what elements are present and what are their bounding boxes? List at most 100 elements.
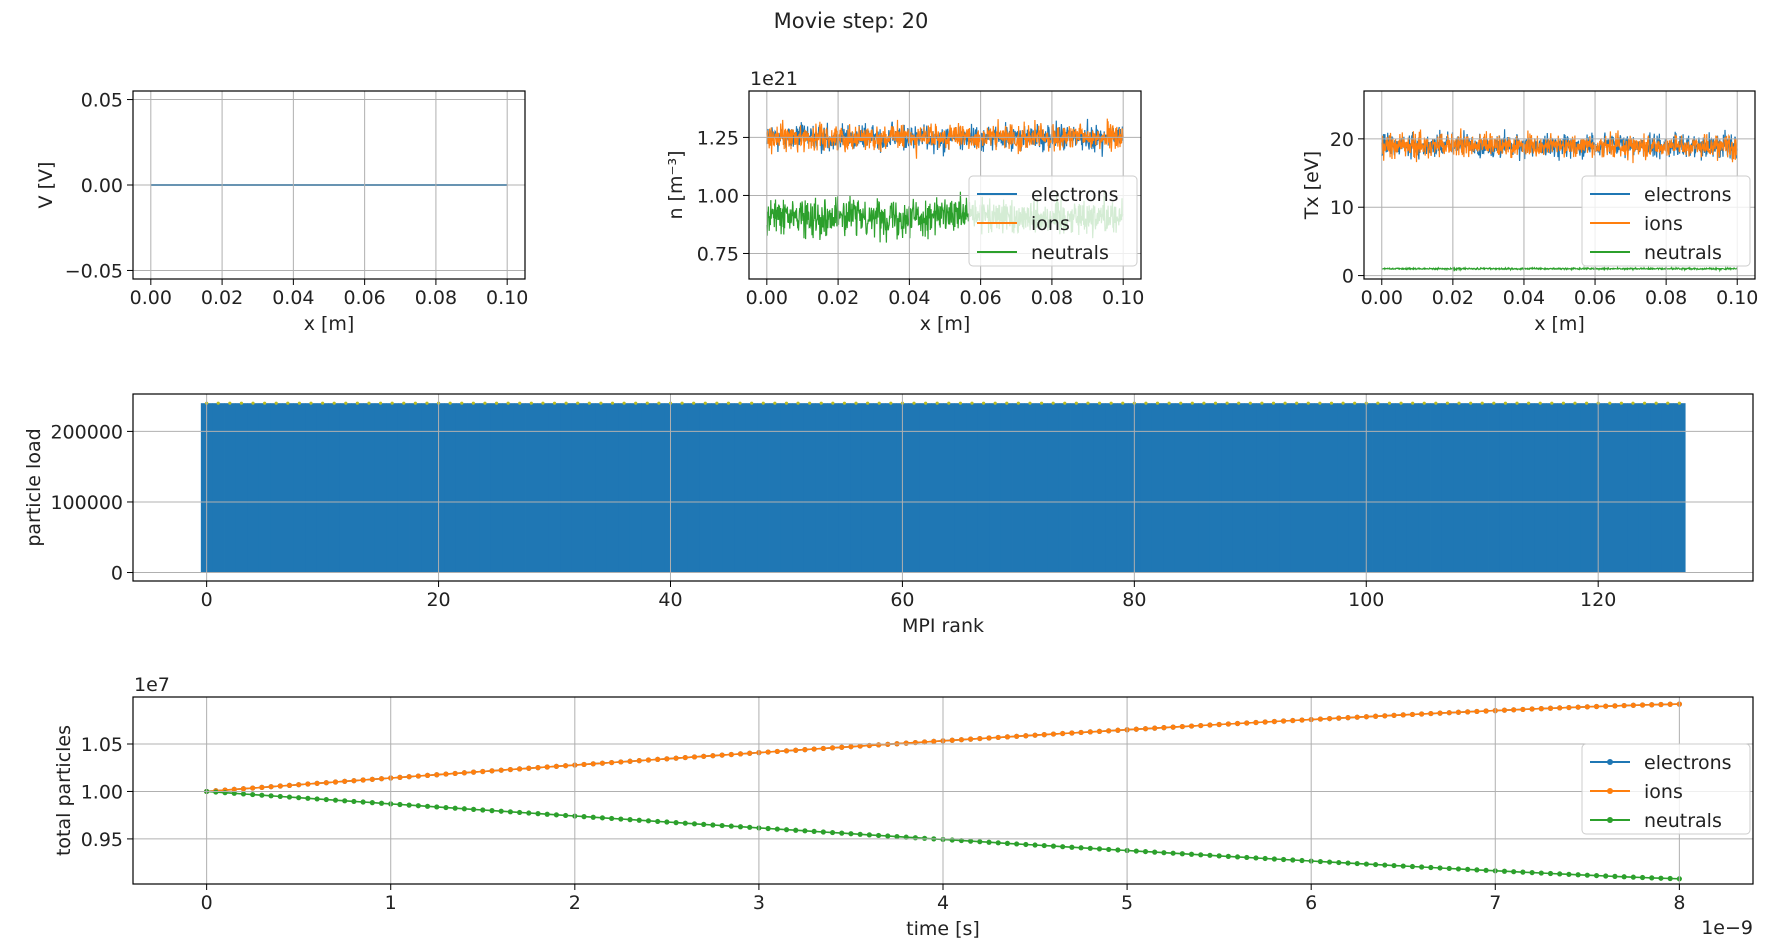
bar-top-marker	[1457, 401, 1461, 405]
bar-rank-99	[1348, 403, 1361, 573]
bar-rank-57	[861, 403, 874, 573]
point-neutrals	[986, 839, 992, 845]
point-neutrals	[802, 828, 808, 834]
bar-top-marker	[1411, 401, 1415, 405]
bar-rank-71	[1024, 403, 1037, 573]
point-ions	[470, 769, 477, 775]
point-neutrals	[1446, 865, 1452, 872]
bar-top-marker	[1051, 401, 1055, 405]
point-neutrals	[747, 824, 753, 830]
point-neutrals	[1262, 855, 1268, 862]
y-tick-label: 10	[1330, 197, 1354, 219]
bar-rank-16	[386, 403, 399, 573]
point-ions	[811, 746, 817, 752]
point-ions	[332, 779, 339, 785]
bar-top-marker	[981, 401, 986, 405]
bar-rank-123	[1627, 403, 1640, 573]
y-tick-label: 0	[1342, 266, 1354, 288]
point-ions	[1354, 714, 1360, 720]
point-ions	[1593, 703, 1600, 710]
bar-top-marker	[866, 401, 870, 405]
bar-top-marker	[935, 401, 939, 405]
bar-top-marker	[564, 401, 568, 405]
point-ions	[627, 758, 633, 764]
point-neutrals	[332, 797, 339, 803]
point-ions	[240, 786, 247, 792]
legend: electrons ions neutrals	[1581, 175, 1751, 267]
bar-rank-75	[1070, 403, 1083, 573]
bar-top-marker	[1202, 401, 1206, 405]
bar-rank-86	[1198, 403, 1211, 573]
point-ions	[296, 782, 302, 788]
bar-top-marker	[831, 401, 835, 405]
bar-rank-26	[502, 403, 515, 573]
point-neutrals	[563, 812, 569, 819]
point-ions	[498, 767, 504, 773]
bar-rank-94	[1290, 403, 1303, 573]
bar-rank-58	[873, 403, 886, 573]
point-neutrals	[1326, 859, 1333, 865]
x-tick-label: 0.00	[130, 287, 172, 309]
point-ions	[342, 778, 348, 784]
y-offset-label: 1e7	[134, 674, 170, 696]
bar-top-marker	[552, 401, 557, 405]
figure-title: Movie step: 20	[774, 9, 929, 33]
point-ions	[645, 757, 652, 763]
point-neutrals	[1198, 852, 1204, 858]
point-neutrals	[655, 818, 661, 825]
point-neutrals	[1207, 852, 1213, 858]
x-offset-label: 1e−9	[1701, 917, 1753, 939]
point-neutrals	[415, 803, 421, 809]
bar-rank-25	[490, 403, 503, 573]
bar-rank-37	[629, 403, 642, 573]
point-ions	[1455, 709, 1462, 715]
legend-label-electrons: electrons	[1644, 184, 1732, 206]
bar-top-marker	[1306, 401, 1310, 405]
bar-top-marker	[1642, 401, 1647, 405]
bar-rank-5	[258, 403, 271, 573]
point-ions	[1557, 705, 1563, 711]
bar-top-marker	[1190, 401, 1194, 405]
bar-top-marker	[854, 401, 858, 405]
bar-top-marker	[1213, 401, 1218, 405]
y-tick-label: 1.00	[697, 185, 739, 207]
bar-rank-17	[397, 403, 410, 573]
bar-top-marker	[541, 401, 545, 405]
point-ions	[314, 780, 320, 786]
series-line-neutrals	[1381, 265, 1738, 273]
point-ions	[1115, 727, 1121, 733]
bar-top-marker	[1086, 401, 1090, 405]
bar-top-marker	[912, 401, 916, 405]
bar-top-marker	[1608, 401, 1612, 405]
bar-rank-2	[224, 403, 237, 573]
point-neutrals	[719, 822, 725, 829]
point-ions	[655, 756, 661, 763]
bar-top-marker	[448, 401, 452, 405]
bar-top-marker	[1434, 401, 1438, 405]
point-neutrals	[609, 815, 615, 822]
point-neutrals	[1041, 842, 1047, 849]
point-neutrals	[1639, 874, 1646, 881]
y-tick-label: 100000	[50, 492, 123, 514]
point-ions	[563, 763, 569, 769]
bar-top-marker	[460, 401, 464, 405]
point-ions	[1023, 733, 1029, 739]
legend-label-neutrals: neutrals	[1031, 242, 1109, 264]
point-neutrals	[268, 793, 274, 799]
point-ions	[1520, 706, 1526, 713]
bar-top-marker	[1631, 401, 1635, 405]
point-ions	[1244, 720, 1250, 726]
point-ions	[360, 777, 366, 783]
point-neutrals	[1234, 854, 1241, 860]
x-axis-label: x [m]	[304, 313, 355, 335]
bar-top-marker	[1248, 401, 1252, 405]
point-ions	[921, 739, 928, 745]
bar-rank-51	[792, 403, 805, 573]
bar-top-marker	[1260, 401, 1264, 405]
point-ions	[1511, 707, 1517, 713]
point-neutrals	[240, 791, 247, 797]
charts-layer: 0.00 0.02 0.04 0.06 0.08 0.10 −0.05 0.00 0.05 x […	[23, 68, 1758, 940]
point-neutrals	[1465, 866, 1471, 872]
chart-particle_load: 0 20 40 60 80 100 120 0 100000 200000 MPI rank part…	[23, 393, 1754, 637]
point-ions	[1106, 728, 1112, 734]
